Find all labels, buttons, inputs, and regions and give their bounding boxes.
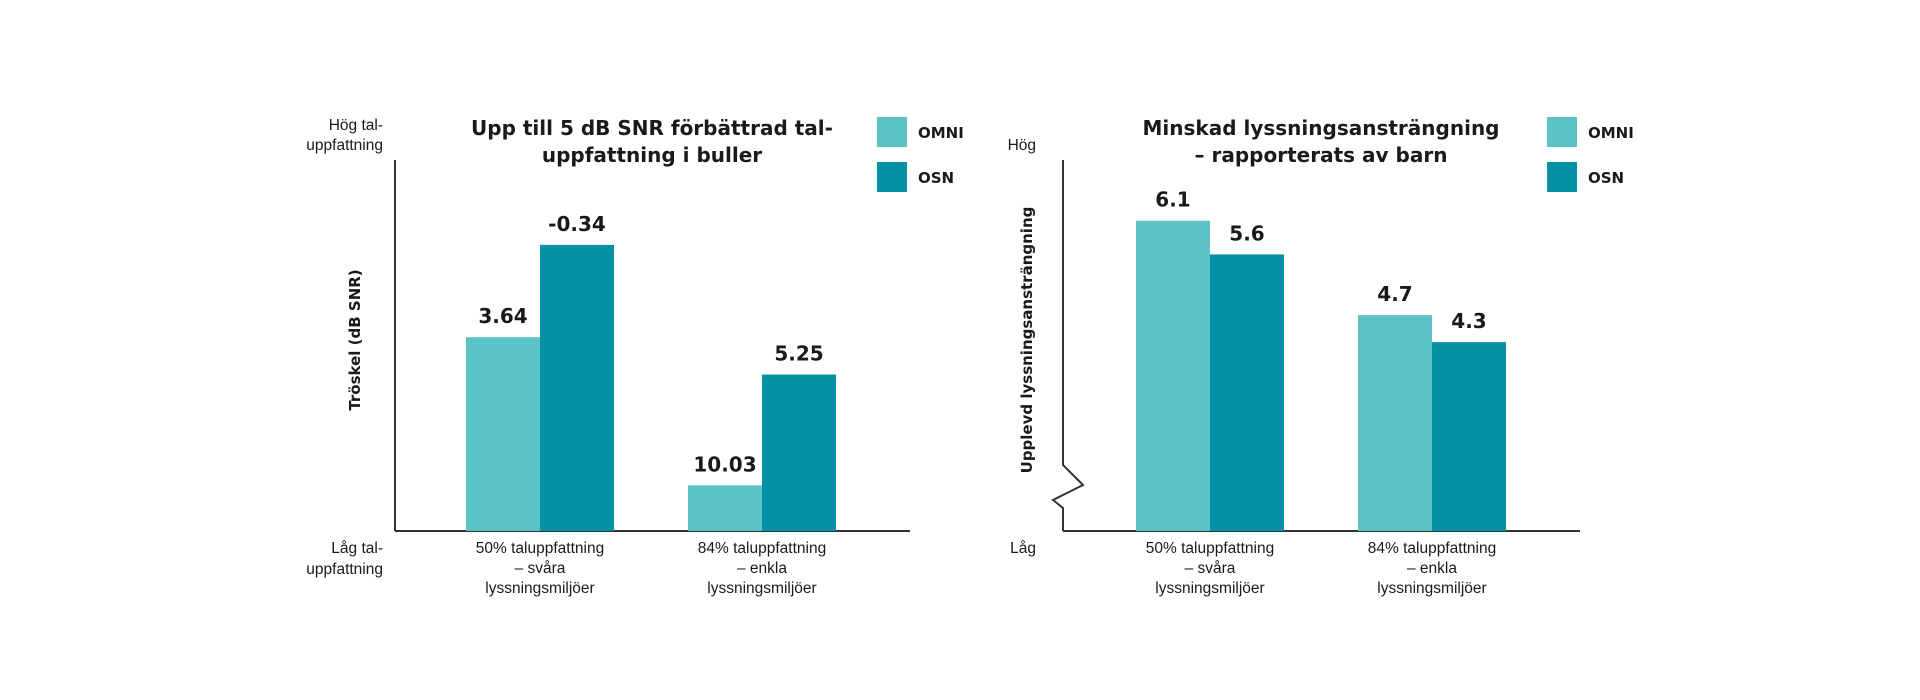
data-label-osn-1: 5.6	[1229, 221, 1264, 245]
y-axis-line	[1051, 160, 1085, 531]
data-label-omni-1: 6.1	[1155, 188, 1190, 212]
category-label-line: 84% taluppfattning	[698, 540, 826, 557]
y-axis-title: Upplevd lyssningsansträngning	[1018, 207, 1036, 474]
category-label-line: – enkla	[1407, 560, 1457, 577]
category-label-line: 84% taluppfattning	[1368, 540, 1496, 557]
chart-2: Minskad lyssningsansträngning – rapporter…	[1008, 116, 1634, 597]
data-label-osn-2: 4.3	[1451, 309, 1486, 333]
bar-omni-2	[688, 485, 762, 531]
data-label-omni-2: 4.7	[1377, 282, 1412, 306]
bar-omni-2	[1358, 315, 1432, 531]
data-label-osn-1: -0.34	[548, 212, 606, 236]
y-high-label: uppfattning	[306, 137, 383, 154]
data-label-osn-2: 5.25	[774, 341, 823, 365]
category-label-1: 50% taluppfattning – svåra lyssningsmiljöe…	[476, 540, 604, 597]
data-label-omni-1: 3.64	[478, 304, 527, 328]
legend-label-osn: OSN	[918, 169, 954, 187]
category-label-line: 50% taluppfattning	[476, 540, 604, 557]
y-high-label: Hög	[1008, 137, 1036, 154]
bar-osn-2	[1432, 342, 1506, 531]
category-label-line: – svåra	[515, 560, 566, 577]
legend-label-omni: OMNI	[918, 124, 964, 142]
y-low-label: Låg tal-	[331, 540, 383, 557]
bar-omni-1	[466, 337, 540, 531]
y-low-label: Låg	[1010, 540, 1036, 557]
bar-osn-1	[1210, 254, 1284, 531]
chart-1: Upp till 5 dB SNR förbättrad tal-uppfatt…	[306, 116, 964, 597]
legend-label-omni: OMNI	[1588, 124, 1634, 142]
y-high-label: Hög tal-	[329, 117, 383, 134]
chart-title: Minskad lyssningsansträngning – rapporter…	[1143, 116, 1500, 167]
legend-swatch-osn	[877, 162, 907, 192]
category-label-line: 50% taluppfattning	[1146, 540, 1274, 557]
category-label-1: 50% taluppfattning – svåra lyssningsmiljöe…	[1146, 540, 1274, 597]
legend-swatch-omni	[1547, 117, 1577, 147]
chart-title-line: – rapporterats av barn	[1195, 143, 1448, 167]
bar-osn-2	[762, 374, 836, 531]
chart-title-line: Minskad lyssningsansträngning	[1143, 116, 1500, 140]
chart-title-line: Upp till 5 dB SNR förbättrad tal-	[471, 116, 833, 140]
category-label-2: 84% taluppfattning – enkla lyssningsmiljöe…	[1368, 540, 1496, 597]
category-label-line: lyssningsmiljöer	[1155, 580, 1264, 597]
y-low-label: uppfattning	[306, 561, 383, 578]
y-axis-title: Tröskel (dB SNR)	[346, 269, 364, 410]
bar-omni-1	[1136, 220, 1210, 531]
category-label-line: lyssningsmiljöer	[485, 580, 594, 597]
category-label-2: 84% taluppfattning – enkla lyssningsmiljöe…	[698, 540, 826, 597]
bar-osn-1	[540, 244, 614, 531]
category-label-line: lyssningsmiljöer	[707, 580, 816, 597]
category-label-line: – svåra	[1185, 560, 1236, 577]
category-label-line: – enkla	[737, 560, 787, 577]
legend-swatch-omni	[877, 117, 907, 147]
chart-title-line: uppfattning i buller	[542, 143, 762, 167]
chart-title: Upp till 5 dB SNR förbättrad tal-uppfatt…	[471, 116, 833, 167]
data-label-omni-2: 10.03	[693, 452, 756, 476]
category-label-line: lyssningsmiljöer	[1377, 580, 1486, 597]
legend-label-osn: OSN	[1588, 169, 1624, 187]
legend-swatch-osn	[1547, 162, 1577, 192]
